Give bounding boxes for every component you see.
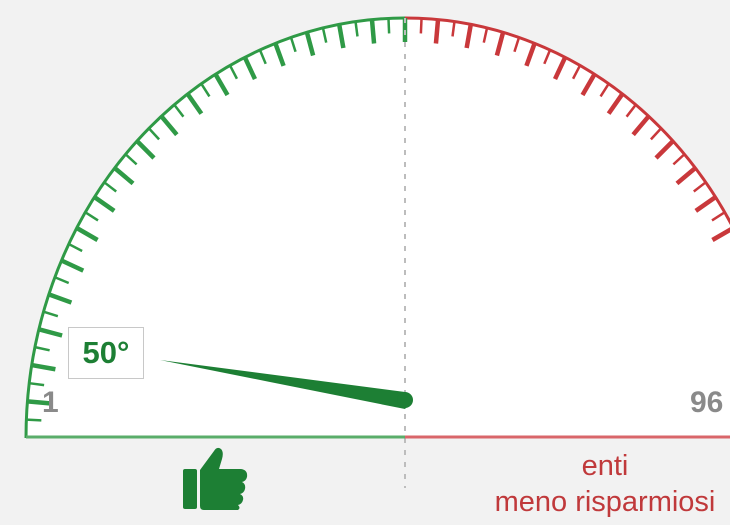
gauge-tick bbox=[54, 276, 70, 285]
gauge-tick bbox=[387, 18, 391, 34]
gauge-tick bbox=[336, 23, 346, 49]
gauge-tick bbox=[711, 211, 726, 222]
gauge-tick bbox=[43, 310, 59, 318]
gauge-right-caption-line1: enti bbox=[581, 450, 629, 482]
gauge-tick bbox=[354, 21, 359, 37]
gauge-max-label: 96 bbox=[690, 386, 724, 419]
gauge-tick bbox=[694, 195, 717, 213]
gauge-tick bbox=[103, 181, 117, 193]
gauge-tick bbox=[289, 37, 297, 53]
gauge-tick bbox=[27, 399, 52, 406]
gauge-tick bbox=[68, 242, 83, 253]
gauge-tick bbox=[571, 64, 582, 80]
gauge-tick bbox=[552, 56, 568, 81]
gauge-right-caption-line2: meno risparmiosi bbox=[494, 486, 716, 518]
gauge-needle bbox=[160, 360, 410, 409]
gauge-tick bbox=[580, 73, 597, 97]
gauge-tick bbox=[38, 327, 63, 338]
gauge-tick bbox=[31, 362, 56, 372]
gauge-tick bbox=[29, 381, 45, 387]
gauge-tick bbox=[464, 23, 474, 49]
gauge-tick bbox=[34, 345, 50, 352]
gauge-tick bbox=[75, 226, 99, 242]
gauge-value-badge: 50° bbox=[68, 327, 144, 379]
gauge-tick bbox=[321, 27, 328, 43]
gauge-right-caption: enti meno risparmiosi bbox=[440, 448, 730, 520]
gauge-tick bbox=[369, 19, 377, 44]
gauge-tick bbox=[48, 292, 73, 305]
gauge-tick bbox=[113, 166, 135, 186]
gauge-tick bbox=[693, 181, 707, 193]
gauge-tick bbox=[60, 258, 85, 273]
gauge-tick bbox=[26, 418, 42, 422]
thumbs-up-icon bbox=[183, 447, 248, 510]
gauge-tick bbox=[631, 114, 651, 137]
gauge-tick bbox=[84, 211, 99, 222]
gauge-tick bbox=[148, 127, 161, 141]
gauge-tick bbox=[159, 114, 179, 137]
gauge-tick bbox=[304, 31, 316, 57]
gauge-tick bbox=[200, 83, 211, 98]
gauge-tick bbox=[524, 42, 537, 67]
gauge-tick bbox=[258, 49, 267, 65]
gauge-tick bbox=[124, 153, 138, 166]
gauge-tick bbox=[93, 195, 116, 213]
gauge-tick bbox=[672, 153, 686, 166]
gauge-tick bbox=[625, 104, 637, 118]
gauge-tick bbox=[419, 18, 423, 34]
gauge-tick bbox=[482, 27, 489, 43]
gauge-tick bbox=[173, 104, 185, 118]
gauge-tick bbox=[185, 92, 204, 115]
gauge-tick bbox=[213, 73, 230, 97]
gauge-min-label: 1 bbox=[42, 386, 59, 419]
gauge-tick bbox=[649, 127, 662, 141]
gauge-tick bbox=[451, 21, 456, 37]
gauge-tick bbox=[513, 37, 521, 53]
gauge-tick bbox=[135, 139, 156, 160]
gauge-tick bbox=[675, 166, 697, 186]
gauge-background bbox=[26, 18, 730, 438]
gauge-tick bbox=[494, 31, 506, 57]
gauge-tick bbox=[433, 19, 441, 44]
gauge-needle-hub bbox=[397, 392, 413, 408]
gauge-tick bbox=[543, 49, 552, 65]
gauge-tick bbox=[654, 139, 675, 160]
gauge-tick bbox=[273, 42, 286, 67]
gauge-tick bbox=[242, 56, 258, 81]
gauge-tick bbox=[599, 83, 610, 98]
gauge-tick bbox=[228, 64, 239, 80]
gauge-tick bbox=[606, 92, 625, 115]
